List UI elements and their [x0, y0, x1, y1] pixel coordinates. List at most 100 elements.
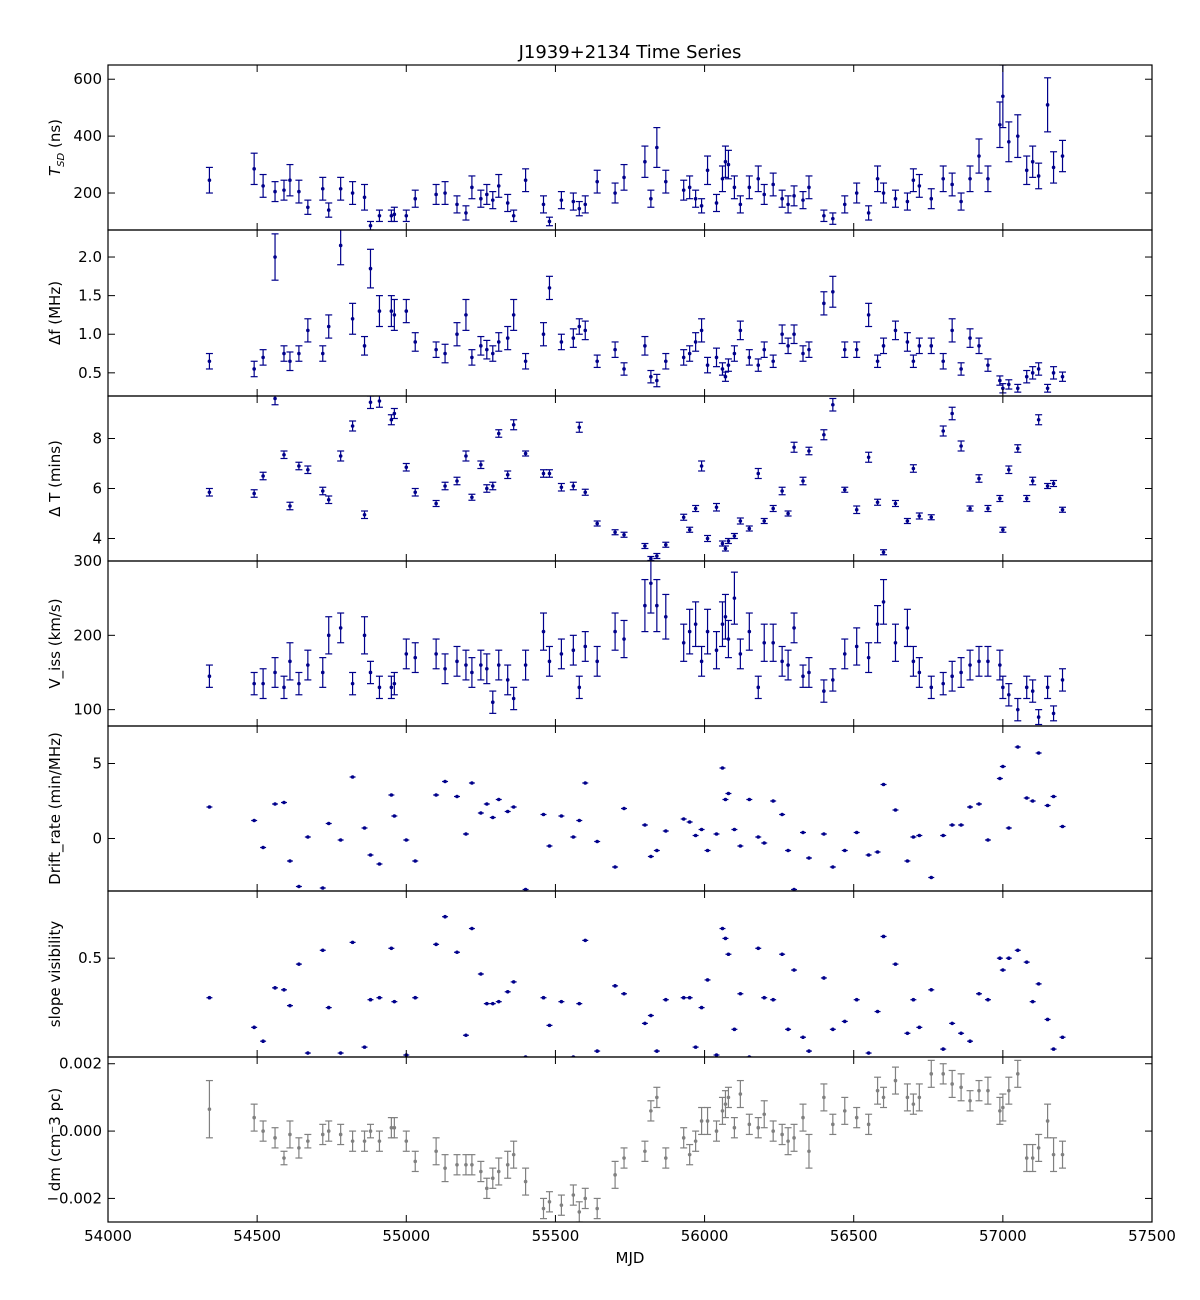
data-point	[1060, 824, 1065, 829]
data-point	[649, 1013, 653, 1018]
data-point	[929, 515, 934, 520]
data-point	[595, 1049, 599, 1053]
data-point	[771, 997, 775, 1002]
data-point	[780, 952, 784, 957]
data-point	[822, 1095, 826, 1100]
data-point	[306, 1139, 310, 1143]
data-point	[822, 213, 826, 218]
data-point	[470, 495, 474, 500]
data-point	[1024, 960, 1029, 964]
data-point	[207, 1107, 212, 1111]
data-point	[998, 776, 1002, 781]
data-point	[875, 622, 880, 626]
data-point	[261, 1129, 265, 1133]
data-point	[297, 962, 301, 966]
data-point	[577, 1001, 582, 1006]
data-point	[747, 355, 752, 360]
y-tick-label: 0.000	[59, 1122, 102, 1140]
data-point	[1030, 799, 1035, 803]
data-point	[1030, 371, 1035, 375]
data-point	[404, 213, 409, 218]
data-point	[720, 766, 725, 770]
data-point	[571, 835, 576, 839]
data-point	[547, 219, 552, 224]
data-point	[306, 835, 310, 839]
data-point	[1036, 1146, 1041, 1150]
data-point	[282, 800, 286, 805]
data-point	[732, 185, 737, 190]
data-point	[941, 429, 945, 433]
data-point	[389, 685, 394, 690]
data-point	[687, 185, 692, 190]
data-point	[1007, 140, 1011, 144]
data-point	[320, 1132, 325, 1137]
data-point	[470, 926, 474, 931]
data-point	[362, 1139, 367, 1143]
data-point	[941, 681, 945, 686]
data-point	[547, 286, 552, 290]
y-axis-label: Drift_rate (min/MHz)	[46, 732, 65, 885]
data-point	[738, 328, 743, 333]
data-point	[986, 838, 990, 842]
data-point	[207, 490, 212, 495]
data-point	[893, 808, 898, 812]
data-point	[559, 652, 564, 656]
data-point	[479, 811, 483, 815]
data-point	[655, 1095, 659, 1100]
data-point	[643, 1021, 647, 1026]
data-point	[968, 336, 972, 340]
data-point	[350, 316, 355, 321]
data-point	[831, 402, 835, 407]
data-point	[780, 332, 784, 337]
data-point	[998, 956, 1002, 960]
data-point	[377, 862, 382, 866]
data-point	[905, 1031, 910, 1036]
data-point	[1024, 1156, 1029, 1160]
data-point	[720, 926, 725, 931]
data-point	[207, 805, 212, 809]
data-point	[547, 844, 552, 848]
data-point	[968, 1039, 972, 1043]
data-point	[559, 198, 564, 202]
data-point	[1015, 446, 1020, 451]
data-point	[780, 1132, 784, 1137]
data-point	[693, 1045, 698, 1049]
data-point	[842, 202, 847, 207]
data-point	[326, 324, 331, 329]
data-point	[434, 192, 438, 197]
data-point	[866, 853, 871, 857]
data-point	[622, 991, 626, 996]
data-point	[792, 332, 796, 337]
panel-frame	[107, 1056, 1153, 1223]
data-point	[756, 1125, 761, 1130]
data-point	[649, 196, 653, 201]
data-point	[261, 355, 265, 360]
data-point	[479, 663, 483, 667]
data-point	[807, 449, 811, 453]
data-point	[485, 1001, 489, 1006]
data-point	[207, 178, 212, 183]
y-axis-label: Δ T (mins)	[46, 440, 64, 517]
data-point	[687, 820, 692, 824]
data-point	[443, 1166, 447, 1170]
data-point	[496, 340, 501, 344]
data-point	[320, 351, 325, 356]
data-point	[893, 501, 898, 506]
data-point	[959, 1085, 963, 1090]
data-point	[959, 199, 963, 204]
data-point	[434, 347, 438, 352]
data-point	[326, 1129, 331, 1133]
data-point	[485, 192, 489, 197]
y-tick-label: 2.0	[78, 248, 102, 266]
data-point	[377, 399, 382, 403]
data-point	[643, 159, 647, 164]
data-point	[613, 865, 617, 869]
x-tick-label: 57500	[1128, 1227, 1176, 1245]
data-point	[762, 640, 767, 645]
data-point	[998, 496, 1002, 501]
data-point	[807, 185, 811, 190]
data-point	[831, 289, 835, 294]
data-point	[649, 374, 653, 379]
y-axis-label-main: Δ T (mins)	[46, 440, 64, 517]
data-point	[1045, 803, 1050, 808]
